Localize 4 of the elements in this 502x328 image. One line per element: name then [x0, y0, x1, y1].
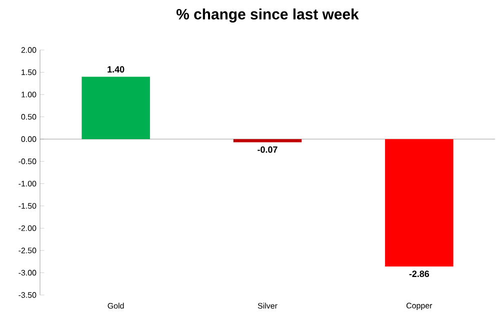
data-label: 1.40: [108, 66, 124, 73]
chart-title: % change since last week: [176, 8, 359, 23]
data-label: -2.86: [409, 270, 430, 278]
data-label: -0.07: [258, 146, 278, 153]
